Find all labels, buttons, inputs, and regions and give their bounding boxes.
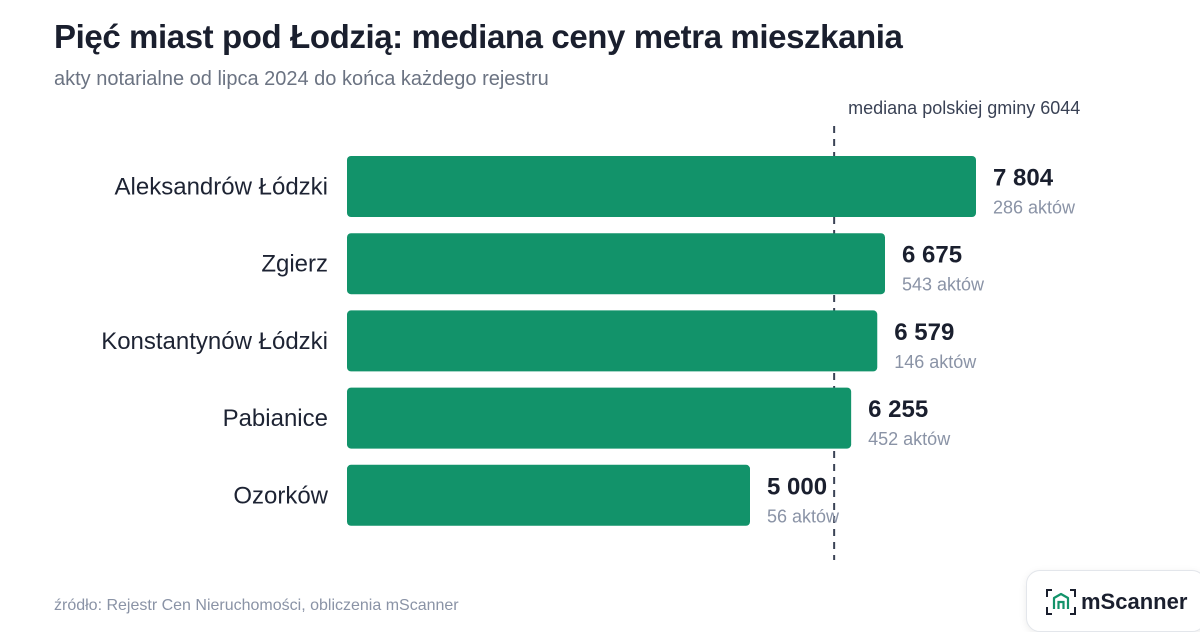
- value-label: 7 804: [993, 165, 1054, 192]
- logo-text: mScanner: [1081, 589, 1188, 614]
- bar: [347, 156, 976, 217]
- value-label: 6 675: [902, 242, 962, 269]
- value-label: 6 579: [894, 319, 954, 346]
- category-label: Konstantynów Łódzki: [101, 328, 328, 355]
- mscanner-logo[interactable]: mScanner: [1026, 570, 1200, 632]
- count-label: 146 aktów: [894, 352, 977, 372]
- category-label: Aleksandrów Łódzki: [115, 174, 328, 201]
- count-label: 452 aktów: [868, 429, 951, 449]
- source-note: źródło: Rejestr Cen Nieruchomości, oblic…: [54, 597, 459, 614]
- reference-line-label: mediana polskiej gminy 6044: [848, 98, 1080, 118]
- count-label: 56 aktów: [767, 506, 840, 526]
- bar: [347, 387, 852, 449]
- bar: [347, 233, 886, 295]
- bar: [347, 464, 750, 526]
- chart-subtitle: akty notarialne od lipca 2024 do końca k…: [54, 68, 549, 90]
- building-icon: [1046, 589, 1076, 615]
- value-label: 5 000: [767, 473, 827, 500]
- bar: [347, 310, 878, 372]
- category-label: Ozorków: [233, 482, 328, 509]
- category-label: Pabianice: [223, 405, 328, 432]
- chart-title: Pięć miast pod Łodzią: mediana ceny metr…: [54, 18, 903, 55]
- category-label: Zgierz: [261, 251, 328, 278]
- value-label: 6 255: [868, 396, 928, 423]
- count-label: 286 aktów: [993, 198, 1076, 218]
- count-label: 543 aktów: [902, 275, 985, 295]
